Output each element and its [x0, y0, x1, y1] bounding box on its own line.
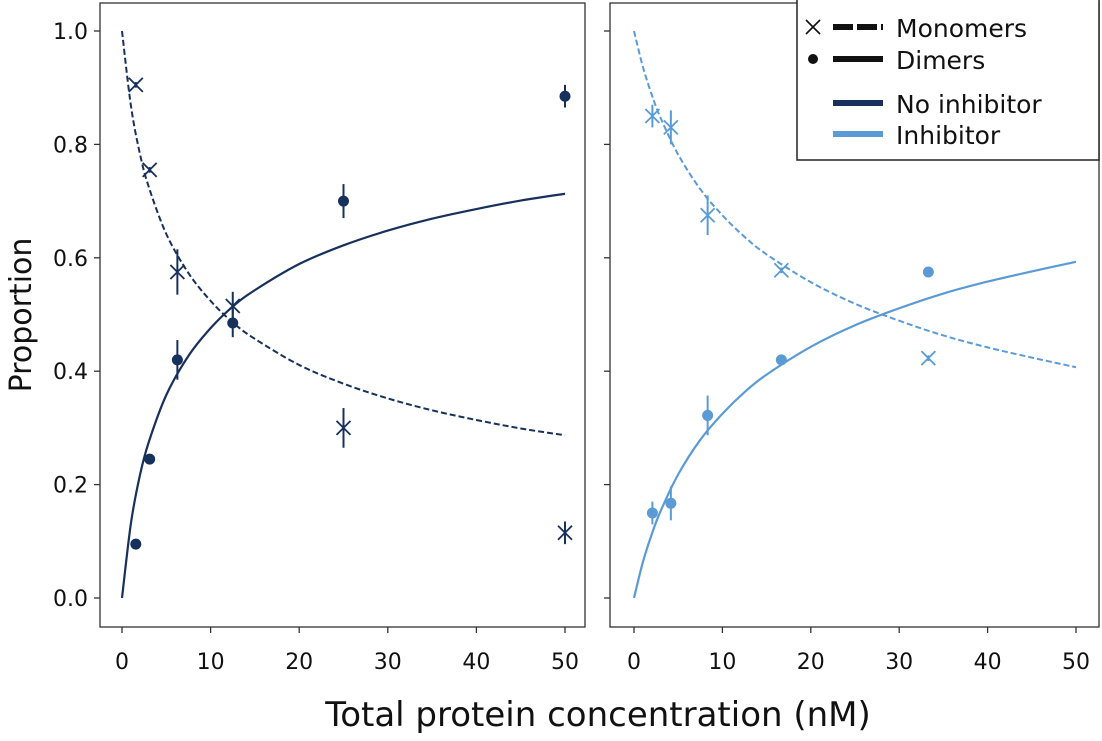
monomer-point: [557, 521, 573, 545]
circle-marker: [144, 453, 156, 465]
x-tick-label: 10: [197, 650, 225, 675]
x-tick-label: 0: [627, 650, 641, 675]
monomer-point: [128, 77, 144, 93]
x-axis-label: Total protein concentration (nM): [324, 695, 871, 735]
x-tick-label: 10: [708, 650, 736, 675]
x-tick-label: 40: [462, 650, 490, 675]
legend-label: No inhibitor: [896, 90, 1042, 119]
x-marker: [920, 350, 937, 366]
legend-entry: Monomers: [805, 14, 1027, 43]
monomer-point: [142, 162, 158, 178]
dimer-point: [338, 184, 349, 219]
x-marker: [773, 262, 789, 278]
circle-marker: [171, 354, 183, 366]
dimer-fit-curve: [120, 192, 566, 599]
x-tick-label: 40: [974, 650, 1002, 675]
monomer-point: [920, 350, 937, 366]
legend-label: Dimers: [896, 46, 985, 75]
dimer-point: [702, 395, 714, 436]
dimer-point: [775, 354, 787, 366]
x-marker: [169, 264, 186, 280]
monomer-point: [335, 408, 352, 448]
y-axis-label: Proportion: [4, 238, 39, 393]
x-marker: [644, 108, 661, 124]
dimer-point: [665, 486, 677, 521]
x-marker: [557, 525, 573, 541]
y-tick-label: 0.0: [53, 587, 88, 612]
circle-marker: [338, 195, 349, 207]
monomer-fit-curve: [633, 30, 1077, 369]
dimer-point: [559, 84, 571, 108]
circle-marker: [775, 354, 787, 366]
x-marker: [663, 119, 679, 136]
x-tick-label: 50: [1062, 650, 1090, 675]
monomer-fit-curve: [121, 30, 566, 437]
dimer-point: [130, 538, 142, 550]
x-marker-icon: [805, 19, 821, 35]
monomer-point: [169, 249, 186, 295]
circle-marker: [130, 538, 142, 550]
circle-marker-icon: [808, 54, 818, 64]
legend-entry: No inhibitor: [833, 90, 1042, 119]
x-tick-label: 20: [285, 650, 313, 675]
y-tick-label: 0.4: [53, 360, 88, 385]
monomer-point: [644, 104, 661, 128]
circle-marker: [646, 507, 658, 519]
plot-frame: [99, 2, 586, 628]
legend-label: Inhibitor: [896, 121, 1001, 150]
y-tick-label: 0.6: [53, 247, 88, 272]
legend-entry: Dimers: [808, 46, 985, 75]
x-tick-label: 30: [374, 650, 402, 675]
dimer-fit-curve: [632, 260, 1077, 599]
x-tick-label: 50: [551, 650, 579, 675]
dimer-point: [171, 340, 183, 380]
monomer-point: [663, 110, 679, 145]
x-marker: [700, 207, 716, 223]
y-tick-label: 1.0: [53, 20, 88, 45]
x-marker: [142, 162, 158, 178]
dimer-point: [144, 453, 156, 465]
dimer-point: [646, 501, 658, 525]
x-tick-label: 30: [885, 650, 913, 675]
legend-entry: Inhibitor: [833, 121, 1001, 150]
circle-marker: [227, 317, 239, 329]
x-marker: [335, 420, 352, 436]
y-tick-label: 0.2: [53, 474, 88, 499]
x-tick-label: 20: [797, 650, 825, 675]
monomer-point: [700, 195, 716, 236]
monomer-point: [773, 262, 789, 278]
circle-marker: [702, 409, 714, 421]
dimer-point: [922, 266, 934, 278]
legend-label: Monomers: [896, 14, 1027, 43]
y-tick-label: 0.8: [53, 133, 88, 158]
circle-marker: [559, 90, 571, 102]
x-tick-label: 0: [115, 650, 129, 675]
circle-marker: [665, 497, 677, 509]
x-marker: [225, 298, 241, 314]
x-marker: [128, 77, 144, 93]
panel-inhibitor: 0 10 20 30 40 50: [604, 2, 1100, 675]
circle-marker: [922, 266, 934, 278]
panel-no-inhibitor: 0.0 0.2 0.4 0.6 0.8 1.0 0 10 20 30 40 50: [53, 2, 586, 675]
dimer-point: [227, 308, 239, 338]
